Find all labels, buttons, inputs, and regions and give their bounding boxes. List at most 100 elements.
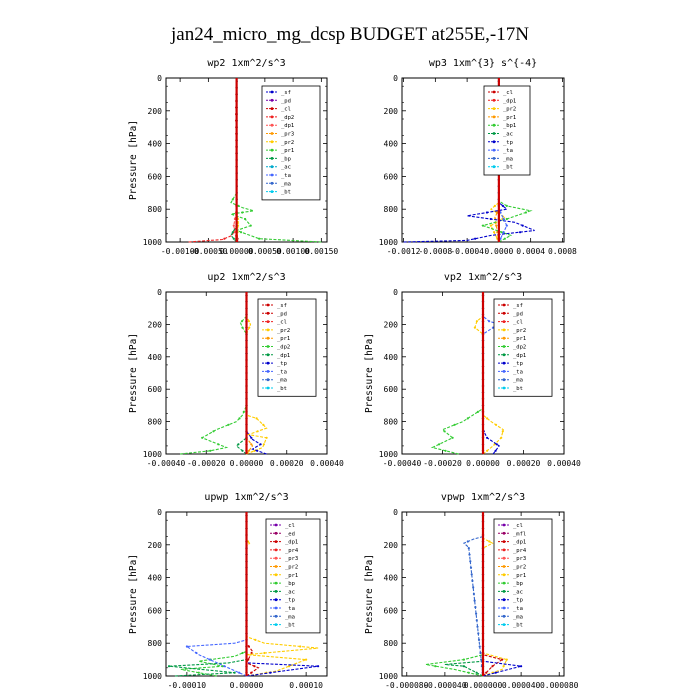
- y-tick-label: 200: [148, 107, 163, 116]
- series-marker: [197, 671, 200, 674]
- y-tick-label: 200: [148, 320, 163, 329]
- legend-entry: _dp1: [285, 540, 298, 546]
- y-tick-label: 800: [148, 205, 163, 214]
- series-marker: [231, 231, 234, 234]
- legend-marker: [266, 336, 270, 340]
- legend-entry: _ma: [277, 378, 287, 384]
- legend-marker: [492, 115, 496, 119]
- legend-marker: [266, 378, 270, 382]
- legend-marker: [270, 107, 274, 110]
- x-tick-label: 0.0008: [548, 247, 577, 256]
- series-marker: [208, 658, 211, 661]
- legend-entry: _pr2: [503, 107, 516, 113]
- y-tick-label: 1000: [379, 238, 398, 247]
- series-marker: [288, 665, 291, 668]
- y-axis-label: Pressure [hPa]: [364, 333, 375, 413]
- series-marker: [491, 665, 494, 668]
- x-tick-label: 0.00000: [230, 681, 264, 690]
- y-tick-label: 1000: [143, 450, 162, 459]
- series-marker: [256, 449, 259, 452]
- series-marker: [241, 211, 244, 214]
- series-marker: [451, 436, 454, 439]
- y-tick-label: 600: [148, 606, 163, 615]
- panel-title: vpwp 1xm^2/s^3: [441, 492, 525, 503]
- chart-panel-1: wp2 1xm^2/s^3 Pressure [hPa] 0 200 400 600 800…: [128, 58, 338, 256]
- legend-entry: _cl: [277, 320, 287, 326]
- legend-entry: _pr2: [513, 328, 526, 334]
- legend-entry: _ma: [513, 614, 523, 620]
- series-line: [230, 78, 238, 243]
- series-marker: [253, 449, 256, 452]
- x-tick-label: -0.00050: [189, 247, 228, 256]
- chart-panel-3: up2 1xm^2/s^3 Pressure [hPa] 0 200 400 600 800…: [128, 272, 344, 468]
- legend-marker: [270, 115, 274, 119]
- legend-marker: [274, 623, 278, 626]
- panel-title: wp2 1xm^2/s^3: [207, 58, 285, 69]
- series-marker: [247, 320, 250, 323]
- series-marker: [209, 449, 212, 452]
- series-marker: [247, 658, 250, 661]
- series-marker: [469, 560, 472, 563]
- legend-marker: [492, 98, 496, 102]
- legend-entry: _pr3: [513, 556, 526, 562]
- legend-entry: _tp: [503, 140, 513, 146]
- legend-marker: [274, 565, 278, 568]
- series-marker: [494, 671, 497, 674]
- x-tick-label: 0.00010: [289, 681, 323, 690]
- legend-entry: _cl: [281, 107, 291, 113]
- legend-entry: _dp1: [513, 353, 526, 359]
- series-marker: [255, 417, 258, 420]
- legend-entry: _ta: [513, 606, 523, 612]
- legend-entry: _bp: [513, 581, 523, 587]
- legend-marker: [502, 353, 506, 357]
- legend-entry: _ac: [285, 589, 295, 595]
- series-marker: [502, 231, 505, 234]
- legend-entry: _sf: [281, 90, 291, 96]
- y-tick-label: 400: [384, 140, 399, 149]
- series-marker: [472, 592, 475, 596]
- legend-entry: _bt: [285, 623, 295, 629]
- series-marker: [223, 665, 226, 668]
- x-tick-label: 0.00040: [547, 459, 581, 468]
- series-marker: [250, 651, 253, 655]
- panel-title: upwp 1xm^2/s^3: [204, 492, 288, 503]
- series-marker: [269, 671, 272, 674]
- legend-marker: [270, 123, 274, 127]
- series-line: [233, 78, 238, 243]
- series-marker: [473, 599, 476, 602]
- legend-entry: _bt: [513, 623, 523, 629]
- x-tick-label: 0.00020: [270, 459, 304, 468]
- legend-entry: _pr4: [513, 548, 527, 554]
- series-marker: [317, 665, 320, 668]
- legend-marker: [266, 345, 270, 348]
- y-tick-label: 400: [384, 353, 399, 362]
- y-tick-label: 0: [157, 74, 162, 83]
- legend-entry: _ma: [503, 156, 513, 162]
- series-marker: [500, 436, 503, 439]
- series-marker: [434, 665, 437, 668]
- legend-marker: [266, 328, 270, 332]
- legend-entry: _pr1: [277, 336, 290, 342]
- legend-marker: [274, 540, 278, 543]
- series-line: [180, 292, 248, 455]
- y-tick-label: 200: [384, 320, 399, 329]
- series-marker: [495, 443, 498, 446]
- legend-entry: _cl: [513, 523, 523, 529]
- series-marker: [462, 665, 465, 668]
- series-line: [245, 292, 267, 455]
- series-line: [245, 512, 319, 677]
- series-marker: [476, 625, 479, 628]
- legend-marker: [274, 598, 278, 602]
- y-tick-label: 0: [157, 288, 162, 297]
- legend-marker: [502, 386, 506, 390]
- legend-marker: [274, 548, 278, 552]
- series-marker: [250, 436, 253, 439]
- series-marker: [240, 231, 243, 234]
- legend-entry: _cl: [285, 523, 295, 529]
- legend-entry: _ed: [285, 531, 295, 537]
- legend-entry: _tp: [513, 361, 523, 367]
- x-tick-label: -0.00020: [187, 459, 226, 468]
- legend-box: [265, 518, 321, 634]
- y-tick-label: 200: [384, 107, 399, 116]
